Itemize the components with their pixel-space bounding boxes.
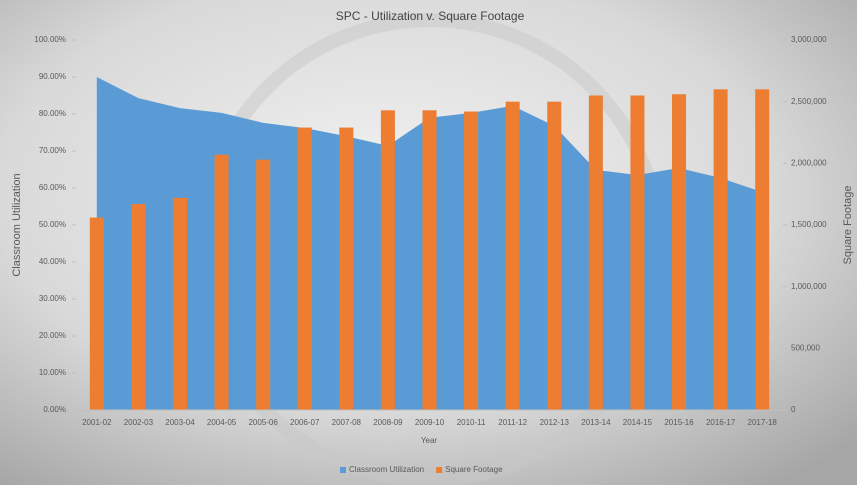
x-tick-label: 2011-12 [498,418,527,427]
x-tick-label: 2001-02 [82,418,112,427]
x-tick-label: 2015-16 [664,418,694,427]
x-tick-label: 2014-15 [623,418,653,427]
bar [422,110,437,411]
bar [172,197,187,410]
chart-title: SPC - Utilization v. Square Footage [336,9,525,23]
x-tick-label: 2006-07 [290,418,320,427]
y-axis-title: Classroom Utilization [11,173,23,276]
y2-tick-label: 2,500,000 [791,97,827,106]
y2-tick-label: 1,000,000 [791,282,827,291]
y-tick-label: 80.00% [39,109,66,118]
x-tick-label: 2007-08 [332,418,362,427]
bar [588,95,603,410]
y2-tick-label: 500,000 [791,343,820,352]
y-tick-label: 40.00% [39,257,66,266]
bar [131,204,146,410]
bar [547,101,562,411]
legend-swatch [436,467,443,473]
x-tick-label: 2002-03 [124,418,154,427]
x-tick-label: 2005-06 [248,418,278,427]
x-tick-label: 2004-05 [207,418,237,427]
x-tick-label: 2017-18 [748,418,778,427]
bar [755,89,770,410]
bar [214,154,229,410]
x-tick-label: 2010-11 [457,418,486,427]
x-tick-label: 2013-14 [581,418,611,427]
bar [297,127,312,411]
x-axis-title: Year [421,436,438,445]
y-tick-label: 30.00% [39,294,66,303]
bar [464,111,479,411]
y2-axis-title: Square Footage [842,186,854,265]
y-tick-label: 60.00% [39,183,66,192]
bar [89,217,104,410]
bar [505,101,520,411]
y-tick-label: 70.00% [39,146,66,155]
x-tick-label: 2016-17 [706,418,736,427]
y-tick-label: 10.00% [39,368,66,377]
y2-tick-label: 0 [791,405,796,414]
y2-tick-label: 3,000,000 [791,35,827,44]
legend-label: Classroom Utilization [349,465,424,474]
x-tick-label: 2008-09 [373,418,403,427]
y-tick-label: 50.00% [39,220,66,229]
bar [713,89,728,410]
y-tick-label: 20.00% [39,331,66,340]
bar [339,127,354,411]
bar [630,95,645,410]
legend-swatch [340,467,346,473]
bar [256,159,271,410]
y-tick-label: 90.00% [39,72,66,81]
legend-label: Square Footage [445,465,503,474]
y-tick-label: 100.00% [34,35,66,44]
y2-tick-label: 1,500,000 [791,220,827,229]
x-tick-label: 2012-13 [540,418,570,427]
bar [380,110,395,411]
x-tick-label: 2009-10 [415,418,445,427]
y-tick-label: 0.00% [43,405,66,414]
x-tick-label: 2003-04 [165,418,195,427]
bar [672,94,687,411]
y2-tick-label: 2,000,000 [791,158,827,167]
